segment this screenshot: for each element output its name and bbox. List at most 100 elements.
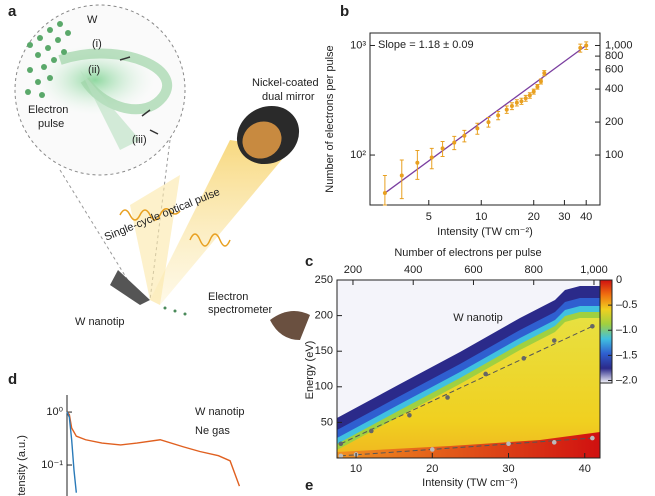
y2-tick-label: 600	[605, 64, 623, 76]
point	[440, 146, 445, 151]
error-bar	[399, 159, 404, 200]
x-tick-label: 20	[426, 463, 438, 475]
point	[523, 96, 528, 101]
heatmap-band	[337, 432, 600, 458]
label: pulse	[38, 118, 64, 130]
point	[452, 140, 457, 145]
y-tick-label: 10⁻¹	[41, 459, 63, 471]
point	[496, 113, 501, 118]
y-tick-label: 250	[315, 274, 333, 286]
x2-tick-label: 800	[525, 264, 543, 276]
heatmap-band	[337, 318, 600, 458]
point	[527, 93, 532, 98]
colorbar-tick-label: –1.0	[616, 324, 637, 336]
point	[519, 99, 524, 104]
point	[462, 133, 467, 138]
error-bar	[415, 150, 420, 180]
point	[429, 155, 434, 160]
y-tick-label: 10⁰	[46, 406, 63, 418]
point	[535, 84, 540, 89]
colorbar-tick-label: –1.5	[616, 349, 637, 361]
error-bar	[382, 175, 387, 206]
y-tick-label: 10³	[350, 39, 366, 51]
x-axis-label: Intensity (TW cm⁻²)	[437, 226, 533, 238]
x2-tick-label: 200	[344, 264, 362, 276]
y2-tick-label: 800	[605, 50, 623, 62]
panel-label: b	[340, 3, 349, 20]
x-tick-label: 5	[426, 211, 432, 223]
panel-label: e	[305, 477, 313, 494]
x-tick-label: 30	[502, 463, 514, 475]
point	[369, 428, 374, 434]
trend-line	[340, 325, 593, 445]
point	[590, 435, 595, 441]
y-axis-label: Number of electrons per pulse	[324, 45, 336, 192]
x2-axis-label: Number of electrons per pulse	[394, 247, 541, 259]
y2-tick-label: 1,000	[605, 39, 633, 51]
point	[590, 323, 595, 329]
panel-label: d	[8, 371, 17, 388]
x2-tick-label: 1,000	[580, 264, 608, 276]
panel-label: c	[305, 253, 313, 270]
annotation: Slope = 1.18 ± 0.09	[378, 39, 474, 51]
point	[486, 120, 491, 125]
heatmap	[337, 280, 600, 458]
x-tick-label: 40	[579, 463, 591, 475]
point	[506, 441, 511, 447]
x-tick-label: 10	[475, 211, 487, 223]
label: W nanotip	[75, 316, 125, 328]
x-tick-label: 10	[350, 463, 362, 475]
y-tick-label: 200	[315, 310, 333, 322]
point	[551, 440, 557, 445]
x-axis-label: Intensity (TW cm⁻²)	[422, 477, 518, 489]
legend-entry: W nanotip	[195, 406, 245, 418]
point	[429, 447, 435, 452]
label: (i)	[92, 38, 102, 50]
point	[538, 79, 543, 84]
y-tick-label: 100	[315, 381, 333, 393]
point	[542, 71, 547, 76]
point	[338, 441, 344, 447]
y2-tick-label: 400	[605, 83, 623, 95]
point	[504, 107, 509, 112]
label: W	[87, 14, 98, 26]
label: spectrometer	[208, 304, 273, 316]
line	[66, 411, 78, 493]
point	[514, 100, 519, 105]
point	[399, 173, 404, 178]
label: dual mirror	[262, 91, 315, 103]
label: (ii)	[88, 64, 100, 76]
y-axis-label: Energy (eV)	[304, 341, 316, 400]
y-axis-label: Intensity (a.u.)	[16, 435, 28, 496]
diagram	[14, 4, 310, 340]
x-tick-label: 30	[558, 211, 570, 223]
point	[338, 453, 344, 458]
trend-line	[340, 437, 593, 457]
x2-tick-label: 400	[404, 264, 422, 276]
colorbar-tick-label: –0.5	[616, 299, 637, 311]
label: Electron	[208, 291, 248, 303]
panel-label: a	[8, 3, 17, 20]
line	[66, 411, 241, 487]
point	[382, 191, 387, 196]
x-tick-label: 40	[580, 211, 592, 223]
point	[551, 338, 557, 343]
label: Nickel-coated	[252, 77, 319, 89]
point	[578, 45, 583, 50]
fit-line	[384, 44, 587, 194]
point	[415, 160, 420, 165]
y2-tick-label: 100	[605, 149, 623, 161]
colorbar	[599, 279, 613, 384]
point	[475, 126, 480, 131]
y-tick-label: 150	[315, 345, 333, 357]
point	[483, 371, 488, 377]
label: (iii)	[132, 134, 147, 146]
legend-entry: Ne gas	[195, 425, 230, 437]
x2-tick-label: 600	[464, 264, 482, 276]
point	[521, 356, 527, 361]
y2-tick-label: 200	[605, 116, 623, 128]
y-tick-label: 10²	[350, 149, 366, 161]
point	[509, 104, 514, 109]
point	[445, 395, 450, 400]
